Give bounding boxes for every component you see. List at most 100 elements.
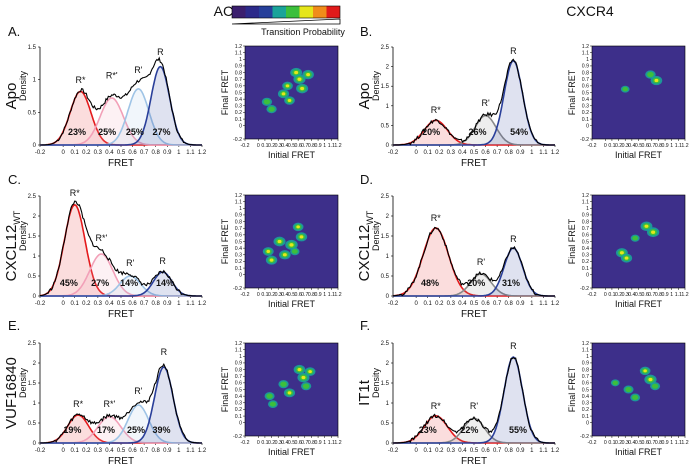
colorbar-swatch [245,6,259,18]
x-tick-label: 0.3 [447,301,456,307]
state-fill-R* [40,204,202,296]
state-percent: 14% [120,278,138,288]
heatmap-y-tick-label: 0.1 [582,414,589,420]
x-tick-label: 0.5 [117,150,126,156]
heatmap-y-tick-label: 1.1 [582,347,589,353]
heatmap-y-tick-label: 0.7 [582,374,589,380]
heatmap-x-tick-label: 0.8 [308,440,315,446]
state-label: R' [481,98,489,108]
x-tick-label: 1.1 [186,448,195,454]
heatmap-x-tick-label: 1.1 [675,440,682,446]
column-title-right: CXCR4 [566,3,614,19]
heatmap-x-tick-label: 0.9 [661,292,668,298]
density-curves [393,356,555,444]
x-tick-label: 1 [177,301,181,307]
y-tick-label: 0.5 [381,123,390,129]
state-label: R*' [106,70,118,80]
panel-letter: D. [360,172,373,187]
heatmap-y-tick-label: 0.6 [235,381,242,387]
heatmap-x-tick-label: 0.5 [288,440,295,446]
heatmap-x-tick-label: 0.9 [314,440,321,446]
state-percent: 31% [502,278,520,288]
state-label: R [510,341,517,351]
state-percent: 19% [63,425,81,435]
heatmap-y-tick-label: 0.3 [235,253,242,259]
state-fill-R* [393,120,555,145]
y-tick-label: 0 [33,143,37,149]
state-percent: 20% [422,127,440,137]
state-percent: 39% [152,425,170,435]
state-percent: 48% [421,278,439,288]
x-tick-label: 0.8 [152,150,161,156]
panel-E: E.VUF16840-0.2 0 0.1 0.2 0.3 0.4 0.5 0.6 0.7 0.8 0… [3,318,342,467]
row-label: IT1t [356,379,373,406]
heatmap-x-tick-label: 0.4 [628,292,635,298]
x-tick-label: -0.2 [35,448,46,454]
heatmap-spot-mid [651,383,659,389]
total-density-curve [393,356,555,444]
state-percent: 27% [152,127,170,137]
heatmap-y-tick-label: 1.2 [235,193,242,199]
state-label: R* [431,213,441,223]
x-tick-label: 0 [61,150,65,156]
heatmap-x-tick-label: 0.8 [655,440,662,446]
y-tick-label: 0 [386,294,390,300]
heatmap-y-tick-label: -0.2 [580,286,589,292]
y-axis-title: Density [18,220,28,251]
state-label: R* [70,188,80,198]
heatmap-spot-core [308,370,312,374]
row-label-text: CXCL12 [3,225,20,282]
heatmap-spot-core [654,78,659,83]
heatmap-spot-core [299,235,304,239]
state-label: R [510,234,517,244]
y-axis-title: Density [371,70,381,101]
heatmap-spot-core [644,224,649,228]
state-fill-R' [393,274,555,296]
heatmap-y-title: Final FRET [220,69,230,115]
x-tick-label: -0.2 [35,150,46,156]
x-tick-label: 1.2 [198,301,207,307]
state-percent: 20% [467,278,485,288]
state-percent: 25% [126,127,144,137]
heatmap-spot-core [297,77,302,81]
heatmap-y-tick-label: 0.7 [235,226,242,232]
heatmap-x-tick-label: 1 [323,292,326,298]
state-fill-R [393,248,555,296]
colorbar-wedge [231,18,341,25]
heatmap-y-tick-label: -0.2 [233,434,242,440]
y-tick-label: 1 [386,254,390,260]
x-tick-label: 1.1 [539,150,548,156]
heatmap-x-tick-label: 0.7 [648,292,655,298]
x-tick-label: 0.1 [71,448,80,454]
panel-B: B.Apo-0.2 0 0.1 0.2 0.3 0.4 0.5 0.6 0.7 0.8 0.9 1 1.… [356,24,689,169]
heatmap-y-tick-label: 0 [239,421,242,427]
x-tick-label: 0.9 [516,150,525,156]
x-tick-label: 0.8 [505,150,514,156]
heatmap-spot-mid [625,386,632,393]
x-axis-title: FRET [461,158,487,169]
y-tick-label: 2.5 [28,194,37,200]
x-tick-label: 0 [61,301,65,307]
x-tick-label: 0.1 [71,150,80,156]
heatmap-y-tick-label: 0.8 [582,219,589,225]
x-tick-label: 0.4 [458,301,467,307]
density-curves [393,58,555,146]
heatmap-x-title: Initial FRET [615,150,663,160]
heatmap-spot-mid [632,394,639,401]
heatmap-x-tick-label: 0.6 [295,440,302,446]
tdp-heatmap: -0.2-0.2000.10.10.20.20.30.30.40.40.50.5… [567,44,689,160]
row-label-text: VUF16840 [3,357,20,429]
heatmap-spot-core [287,98,292,102]
y-tick-label: 0 [386,143,390,149]
heatmap-y-tick-label: 0.7 [235,374,242,380]
heatmap-y-tick-label: 0.3 [582,253,589,259]
x-tick-label: 0.7 [493,150,502,156]
y-tick-label: 2 [33,214,37,220]
heatmap-y-tick-label: 0 [239,273,242,279]
heatmap-y-tick-label: 0.8 [235,219,242,225]
heatmap-background [244,45,339,140]
heatmap-x-tick-label: 1.2 [681,292,688,298]
heatmap-spot-core [282,253,287,257]
y-tick-label: 1.5 [381,234,390,240]
density-curves [39,200,202,297]
